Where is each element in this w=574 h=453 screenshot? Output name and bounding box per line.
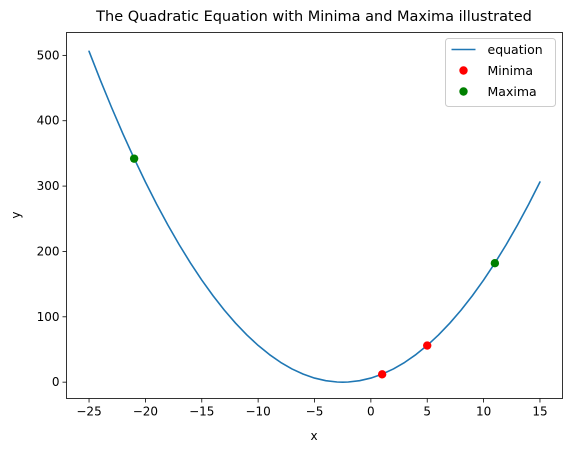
legend: equation Minima Maxima [445,38,556,107]
x-tick-label: 0 [367,405,375,419]
y-tick-label: 400 [37,114,60,128]
x-tick-label: −10 [245,405,270,419]
plot-area [88,50,541,383]
x-tick-label: −25 [76,405,101,419]
point-maxima-1 [129,154,139,163]
legend-swatch-minima [459,66,468,75]
x-tick-label: 10 [476,405,491,419]
y-tick-label: 0 [52,375,60,389]
y-axis-ticks: 0 100 200 300 400 500 [37,48,67,389]
x-tick-label: −15 [189,405,214,419]
series-line-equation [88,50,541,383]
y-tick-label: 500 [37,48,60,62]
x-tick-label: 15 [532,405,547,419]
y-axis-label: y [9,211,23,218]
legend-swatch-maxima [459,87,468,96]
point-minima-2 [423,341,432,350]
x-tick-label: 5 [423,405,431,419]
point-maxima-2 [490,259,500,268]
legend-label-maxima: Maxima [488,84,537,99]
legend-box [445,38,556,107]
legend-label-minima: Minima [488,63,534,78]
x-axis-ticks: −25 −20 −15 −10 −5 0 5 10 15 [76,398,548,419]
x-tick-label: −20 [133,405,158,419]
y-tick-label: 100 [37,310,60,324]
legend-label-equation: equation [488,42,543,57]
y-tick-label: 300 [37,179,60,193]
chart-title: The Quadratic Equation with Minima and M… [95,9,532,25]
y-tick-label: 200 [37,244,60,258]
x-tick-label: −5 [306,405,324,419]
point-minima-1 [377,370,387,379]
x-axis-label: x [310,429,317,443]
